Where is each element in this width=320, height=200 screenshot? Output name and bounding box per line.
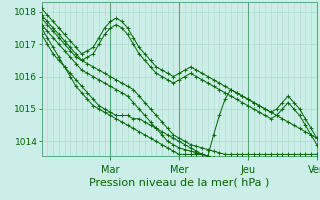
X-axis label: Pression niveau de la mer( hPa ): Pression niveau de la mer( hPa ) — [89, 178, 269, 188]
